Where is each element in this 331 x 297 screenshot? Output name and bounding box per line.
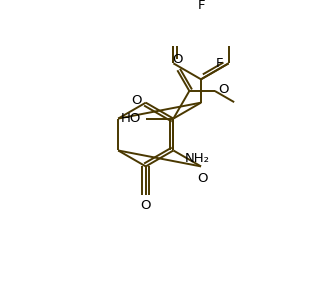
Text: O: O (218, 83, 229, 96)
Text: NH₂: NH₂ (185, 152, 210, 165)
Text: HO: HO (121, 112, 141, 125)
Text: O: O (172, 53, 183, 66)
Text: O: O (131, 94, 142, 108)
Text: F: F (216, 57, 223, 70)
Text: O: O (141, 199, 151, 212)
Text: O: O (197, 173, 208, 185)
Text: F: F (197, 0, 205, 12)
